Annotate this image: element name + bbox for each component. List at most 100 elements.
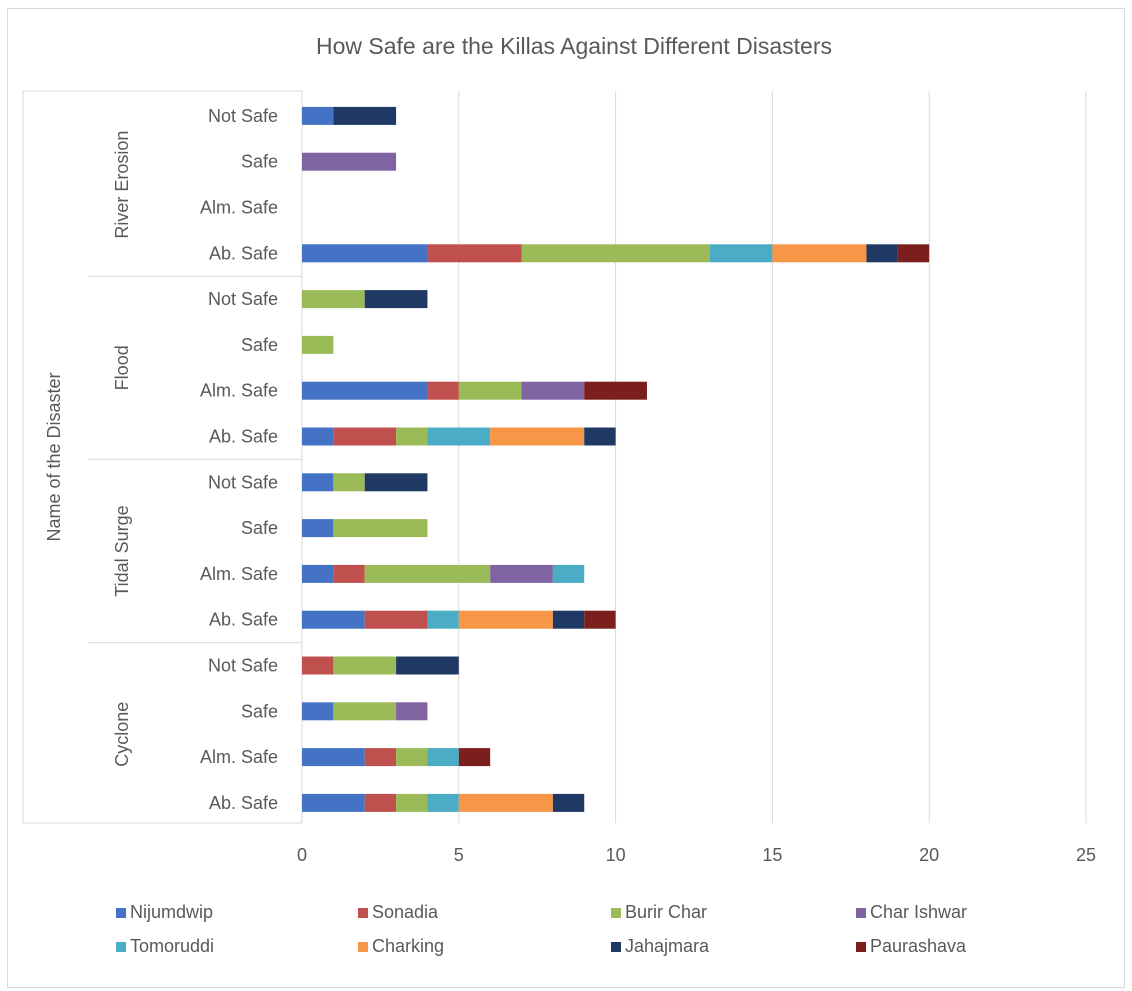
bar-segment-burir-char <box>333 519 428 538</box>
legend-label-jahajmara: Jahajmara <box>625 936 710 956</box>
bar-segment-burir-char <box>396 427 428 446</box>
y-axis-title: Name of the Disaster <box>44 372 64 541</box>
bar-segment-charking <box>458 793 553 812</box>
bar-segment-burir-char <box>396 748 428 767</box>
bar-segment-tomoruddi <box>427 793 459 812</box>
bar-segment-char-ishwar <box>396 702 428 721</box>
bar-segment-char-ishwar <box>302 152 397 171</box>
category-label: Safe <box>241 518 278 538</box>
category-label: Alm. Safe <box>200 381 278 401</box>
category-label: Alm. Safe <box>200 564 278 584</box>
group-labels: River Erosion Flood Tidal Surge Cyclone <box>112 131 132 767</box>
bar-segment-nijumdwip <box>302 381 428 400</box>
bar-segment-nijumdwip <box>302 244 428 263</box>
category-label: Not Safe <box>208 106 278 126</box>
bar-segment-burir-char <box>333 702 397 721</box>
bar-segment-tomoruddi <box>427 610 459 629</box>
bar-segment-sonadia <box>364 793 397 812</box>
category-label: Ab. Safe <box>209 427 278 447</box>
bar-segment-sonadia <box>364 748 397 767</box>
category-axis-frame <box>22 90 303 824</box>
bar-segment-nijumdwip <box>302 106 334 125</box>
bar-segment-burir-char <box>521 244 710 263</box>
legend-label-sonadia: Sonadia <box>372 902 439 922</box>
x-tick-label: 5 <box>454 845 464 865</box>
category-label: Ab. Safe <box>209 243 278 263</box>
bar-segment-jahajmara <box>584 427 616 446</box>
bar-segment-sonadia <box>427 381 459 400</box>
group-label-flood: Flood <box>112 345 132 390</box>
bar-segment-paurashava <box>897 244 930 263</box>
bar-segment-burir-char <box>364 564 491 583</box>
bar-segment-tomoruddi <box>709 244 773 263</box>
legend-swatch-nijumdwip <box>116 908 126 918</box>
bar-segment-nijumdwip <box>302 702 334 721</box>
x-tick-label: 25 <box>1076 845 1096 865</box>
x-tick-label: 15 <box>762 845 782 865</box>
chart-title: How Safe are the Killas Against Differen… <box>316 33 832 59</box>
bar-segment-jahajmara <box>552 610 585 629</box>
legend-label-tomoruddi: Tomoruddi <box>130 936 214 956</box>
x-tick-label: 10 <box>606 845 626 865</box>
category-label: Ab. Safe <box>209 610 278 630</box>
legend-label-burir-char: Burir Char <box>625 902 707 922</box>
bar-segment-burir-char <box>302 335 334 354</box>
bar-segment-jahajmara <box>364 290 428 309</box>
group-label-river-erosion: River Erosion <box>112 131 132 239</box>
bar-segment-burir-char <box>396 793 428 812</box>
category-label: Ab. Safe <box>209 793 278 813</box>
bar-segment-nijumdwip <box>302 748 365 767</box>
bar-segment-paurashava <box>584 610 616 629</box>
legend-swatch-paurashava <box>856 942 866 952</box>
chart-frame: How Safe are the Killas Against Differen… <box>7 8 1125 988</box>
category-label: Safe <box>241 335 278 355</box>
bar-segment-charking <box>490 427 585 446</box>
bar-segment-charking <box>458 610 553 629</box>
legend-swatch-tomoruddi <box>116 942 126 952</box>
bar-segment-paurashava <box>458 748 491 767</box>
bar-segment-sonadia <box>364 610 428 629</box>
bar-segment-nijumdwip <box>302 427 334 446</box>
bar-segment-tomoruddi <box>552 564 585 583</box>
bar-segment-burir-char <box>302 290 365 309</box>
legend-label-paurashava: Paurashava <box>870 936 967 956</box>
legend: Nijumdwip Sonadia Burir Char Char Ishwar Tom… <box>116 902 967 956</box>
bar-segment-tomoruddi <box>427 427 491 446</box>
bar-segment-charking <box>772 244 867 263</box>
group-label-cyclone: Cyclone <box>112 702 132 767</box>
category-label: Alm. Safe <box>200 747 278 767</box>
legend-swatch-jahajmara <box>611 942 621 952</box>
chart-svg: How Safe are the Killas Against Differen… <box>22 33 1096 956</box>
bar-segment-sonadia <box>333 427 397 446</box>
bar-segment-burir-char <box>333 473 365 492</box>
bar-segment-nijumdwip <box>302 610 365 629</box>
bar-segment-jahajmara <box>333 106 397 125</box>
bar-segment-sonadia <box>333 564 365 583</box>
category-label: Not Safe <box>208 656 278 676</box>
bar-segment-jahajmara <box>552 793 585 812</box>
category-labels: Not Safe Safe Alm. Safe Ab. Safe Not Safe Saf… <box>200 106 278 813</box>
bar-segment-burir-char <box>333 656 397 675</box>
legend-swatch-sonadia <box>358 908 368 918</box>
legend-label-nijumdwip: Nijumdwip <box>130 902 213 922</box>
bar-segment-tomoruddi <box>427 748 459 767</box>
x-tick-labels: 0 5 10 15 20 25 <box>297 845 1096 865</box>
x-tick-label: 0 <box>297 845 307 865</box>
x-tick-label: 20 <box>919 845 939 865</box>
bar-segment-char-ishwar <box>490 564 553 583</box>
bar-segment-sonadia <box>427 244 522 263</box>
bar-segment-nijumdwip <box>302 519 334 538</box>
category-label: Safe <box>241 152 278 172</box>
category-label: Alm. Safe <box>200 198 278 218</box>
bar-segment-char-ishwar <box>521 381 585 400</box>
legend-swatch-charking <box>358 942 368 952</box>
bar-segment-nijumdwip <box>302 793 365 812</box>
legend-label-char-ishwar: Char Ishwar <box>870 902 967 922</box>
group-label-tidal-surge: Tidal Surge <box>112 505 132 596</box>
bar-segment-paurashava <box>584 381 647 400</box>
legend-swatch-char-ishwar <box>856 908 866 918</box>
bar-segment-nijumdwip <box>302 473 334 492</box>
bar-segment-sonadia <box>302 656 334 675</box>
category-label: Not Safe <box>208 289 278 309</box>
bar-segment-burir-char <box>458 381 522 400</box>
